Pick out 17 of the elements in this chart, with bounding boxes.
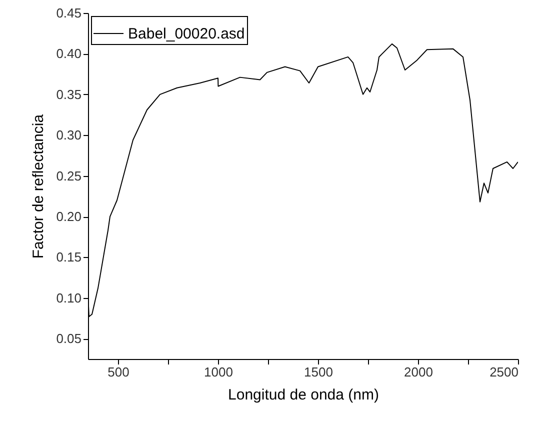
- y-tick-label: 0.45: [56, 6, 82, 20]
- x-axis-title: Longitud de onda (nm): [228, 386, 379, 404]
- x-tick-label: 500: [108, 364, 130, 380]
- x-tick-label: 1500: [304, 364, 333, 380]
- y-tick-label: 0.40: [56, 46, 82, 62]
- x-tick-label: 2500: [490, 364, 518, 380]
- legend-label: Babel_00020.asd: [128, 26, 245, 42]
- y-tick-label: 0.05: [56, 331, 82, 346]
- x-tick-label: 1000: [204, 364, 233, 380]
- y-axis-title: Factor de reflectancia: [30, 114, 48, 259]
- x-tick-label: 2000: [404, 364, 433, 380]
- y-tick-label: 0.30: [56, 128, 82, 143]
- y-tick-label: 0.35: [56, 86, 82, 102]
- y-tick-label: 0.20: [56, 209, 82, 224]
- y-tick-label: 0.25: [56, 168, 82, 184]
- y-tick-label: 0.15: [56, 250, 82, 265]
- y-tick-label: 0.10: [56, 290, 82, 306]
